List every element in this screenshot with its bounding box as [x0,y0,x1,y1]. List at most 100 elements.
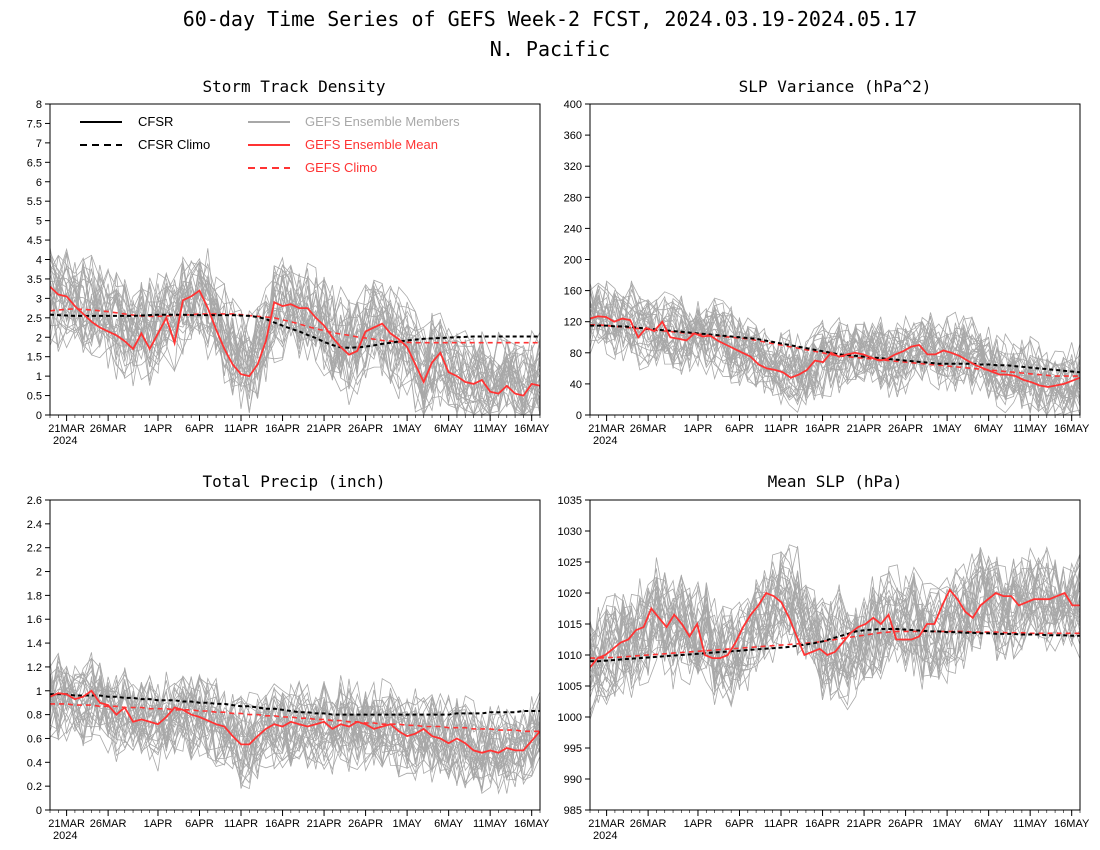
x-tick-label: 16APR [265,818,300,830]
y-tick-label: 5.5 [27,196,42,208]
x-tick-label: 21MAR [588,818,625,830]
y-tick-label: 2 [36,567,42,579]
y-tick-label: 3.5 [27,274,42,286]
member-line [590,282,1080,398]
member-line [50,265,540,415]
chart-slp-variance: SLP Variance (hPa^2) 0 40 80 120 160 200 240 28… [564,77,1090,447]
chart-storm-track-density: Storm Track Density 0 0.5 1 1.5 2 2.5 3 3.5 4 4.5… [27,77,550,447]
y-tick-label: 2.2 [27,543,42,555]
y-tick-label: 3 [36,293,42,305]
member-line [590,566,1080,706]
y-tick-label: 6.5 [27,157,42,169]
y-tick-label: 1010 [558,650,582,662]
member-line [590,284,1080,403]
y-tick-label: 1000 [558,712,582,724]
y-tick-label: 0.4 [27,757,42,769]
member-line [590,296,1080,407]
x-year-label: 2024 [593,435,617,447]
member-line [50,666,540,780]
y-tick-label: 4.5 [27,235,42,247]
gefs-climo-line [50,703,540,733]
x-tick-label: 6APR [725,818,754,830]
member-line [590,565,1080,720]
x-tick-label: 11APR [224,423,258,435]
member-line [590,289,1080,405]
y-tick-label: 1.8 [27,590,42,602]
member-line [590,309,1080,415]
y-tick-label: 1 [36,371,42,383]
x-tick-label: 6APR [185,423,214,435]
y-tick-label: 1030 [558,526,582,538]
y-tick-label: 1.2 [27,662,42,674]
x-tick-label: 26MAR [630,423,667,435]
member-line [50,676,540,794]
y-tick-label: 80 [570,348,582,360]
y-tick-label: 1.4 [27,638,42,650]
x-tick-label: 21MAR [48,818,85,830]
member-line [590,288,1080,405]
member-line [590,585,1080,711]
x-tick-label: 26APR [888,423,923,435]
figure-title: 60-day Time Series of GEFS Week-2 FCST, … [183,7,918,31]
y-tick-label: 2.5 [27,313,42,325]
chart-mean-slp: Mean SLP (hPa) 985 990 995 1000 1005 1010 1015… [558,472,1090,842]
x-tick-label: 16MAY [514,423,550,435]
x-tick-label: 11MAY [1013,423,1048,435]
y-tick-label: 995 [564,743,582,755]
y-tick-label: 400 [564,99,582,111]
y-tick-label: 120 [564,317,582,329]
legend-gefs-climo-label: GEFS Climo [305,160,377,175]
y-tick-label: 0 [576,410,582,422]
y-tick-label: 0 [36,410,42,422]
x-tick-label: 1MAY [933,818,963,830]
y-tick-label: 1025 [558,557,582,569]
ens-mean-line [590,588,1080,668]
x-tick-label: 16APR [265,423,300,435]
x-tick-label: 1APR [684,423,713,435]
x-tick-label: 16MAY [514,818,550,830]
y-tick-label: 5 [36,216,42,228]
member-line [50,662,540,777]
y-tick-label: 7.5 [27,118,42,130]
y-tick-label: 280 [564,192,582,204]
chart-title: Storm Track Density [202,77,385,96]
member-line [50,278,540,415]
plot-frame [49,499,541,811]
x-tick-label: 26APR [348,818,383,830]
legend-ens-mean-label: GEFS Ensemble Mean [305,137,438,152]
chart-title: SLP Variance (hPa^2) [739,77,932,96]
y-tick-label: 0.5 [27,391,42,403]
y-tick-label: 1015 [558,619,582,631]
gefs-climo-line [50,308,540,344]
y-tick-label: 0.6 [27,733,42,745]
x-tick-label: 26MAR [90,818,127,830]
x-tick-label: 11APR [764,423,798,435]
y-tick-label: 240 [564,223,582,235]
y-tick-label: 360 [564,130,582,142]
cfsr-climo-line [590,324,1080,374]
cfsr-climo-line [590,628,1080,663]
x-tick-label: 21APR [307,818,342,830]
x-tick-label: 6APR [185,818,214,830]
member-line [50,260,540,415]
y-tick-label: 1020 [558,588,582,600]
member-line [590,282,1080,397]
cfsr-climo-line [50,313,540,349]
member-line [590,546,1080,680]
x-tick-label: 26MAR [90,423,127,435]
x-tick-label: 26MAR [630,818,667,830]
member-line [590,292,1080,411]
x-tick-label: 21MAR [48,423,85,435]
legend-members-label: GEFS Ensemble Members [305,114,460,129]
x-year-label: 2024 [53,435,77,447]
legend: CFSR CFSR Climo GEFS Ensemble Members GE… [80,114,460,175]
ens-mean-line [590,315,1080,388]
x-tick-label: 26APR [348,423,383,435]
member-line [590,563,1080,703]
member-line [590,559,1080,692]
x-tick-label: 21APR [307,423,342,435]
legend-cfsr-label: CFSR [138,114,173,129]
legend-cfsr-climo-label: CFSR Climo [138,137,210,152]
chart-total-precip: Total Precip (inch) 0 0.2 0.4 0.6 0.8 1 1.2 1.4… [27,472,550,842]
